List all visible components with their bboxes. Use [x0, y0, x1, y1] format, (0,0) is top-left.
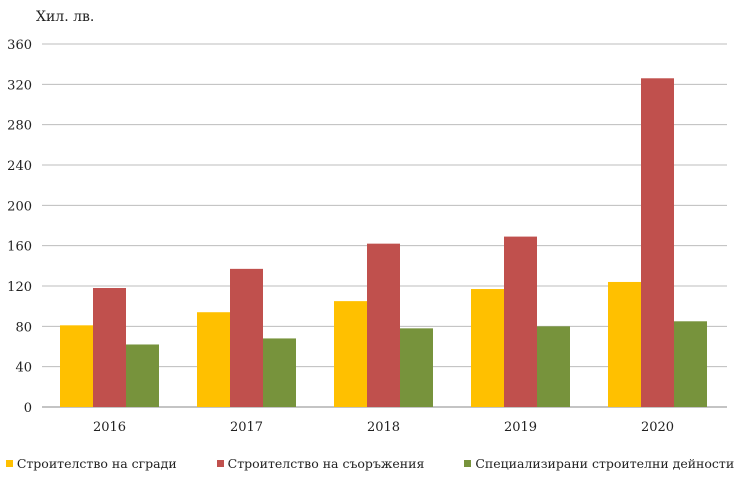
y-axis-unit-label: Хил. лв.	[36, 9, 95, 25]
x-tick-label: 2017	[230, 420, 263, 435]
y-tick-label: 240	[7, 159, 32, 174]
legend-label: Специализирани строителни дейности	[475, 456, 735, 471]
legend-item: Строителство на сгради	[5, 456, 177, 471]
bar-2019-series-0	[471, 289, 504, 407]
y-tick-label: 120	[7, 280, 32, 295]
legend-label: Строителство на сгради	[16, 456, 177, 471]
legend-swatch	[216, 460, 224, 467]
y-tick-label: 200	[7, 199, 32, 214]
x-tick-label: 2018	[367, 420, 400, 435]
bar-2016-series-1	[93, 288, 126, 407]
bar-2019-series-1	[504, 236, 537, 407]
y-tick-label: 320	[7, 78, 32, 93]
legend-swatch	[5, 460, 13, 467]
y-tick-label: 40	[15, 361, 32, 376]
bar-2018-series-0	[334, 301, 367, 407]
bar-2019-series-2	[537, 326, 570, 407]
y-tick-label: 80	[15, 320, 32, 335]
legend-label: Строителство на съоръжения	[227, 456, 425, 471]
bar-2018-series-1	[367, 243, 400, 407]
bar-2017-series-1	[230, 268, 263, 407]
bar-2020-series-0	[608, 281, 641, 407]
y-tick-label: 0	[24, 401, 32, 416]
x-tick-label: 2020	[641, 420, 674, 435]
bar-2020-series-2	[674, 321, 707, 407]
legend-item: Строителство на съоръжения	[216, 456, 425, 471]
bar-2017-series-0	[197, 312, 230, 407]
bar-2016-series-0	[60, 325, 93, 407]
bar-2016-series-2	[126, 344, 159, 407]
legend: Строителство на сгради Строителство на съ…	[0, 456, 740, 471]
y-tick-label: 160	[7, 240, 32, 255]
bar-2018-series-2	[400, 328, 433, 407]
x-tick-label: 2016	[93, 420, 126, 435]
bar-2017-series-2	[263, 338, 296, 407]
x-tick-label: 2019	[504, 420, 537, 435]
y-tick-label: 360	[7, 38, 32, 53]
y-tick-label: 280	[7, 119, 32, 134]
bar-2020-series-1	[641, 78, 674, 408]
legend-item: Специализирани строителни дейности	[464, 456, 734, 471]
legend-swatch	[464, 460, 472, 467]
